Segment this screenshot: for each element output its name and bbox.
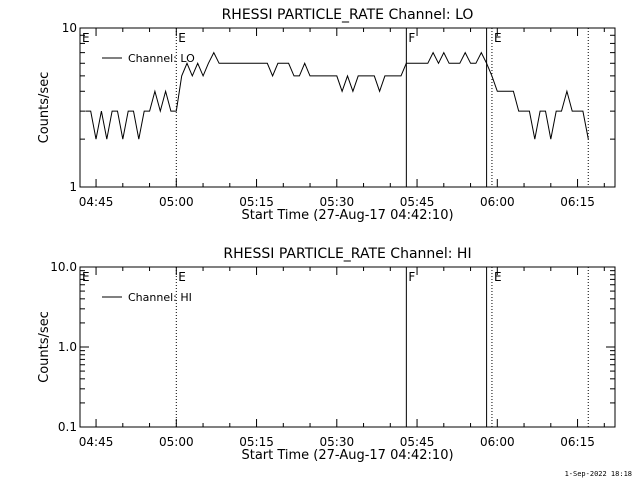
y-tick-label: 10 [62,21,77,35]
x-tick-label: 06:00 [480,435,515,449]
x-axis-label: Start Time (27-Aug-17 04:42:10) [241,448,453,463]
x-tick-label: 04:45 [79,435,114,449]
x-tick-label: 05:00 [159,195,194,209]
event-marker-label: E [178,270,186,284]
event-marker-label: E [178,31,186,45]
y-tick-label: 0.1 [58,420,77,434]
y-axis-label: Counts/sec [37,72,52,144]
x-tick-label: 05:15 [239,435,274,449]
event-marker-label: E [494,31,502,45]
chart-title: RHESSI PARTICLE_RATE Channel: LO [222,7,474,23]
plot-timestamp: 1-Sep-2022 18:18 [564,470,632,478]
x-tick-label: 05:00 [159,435,194,449]
y-tick-label: 10.0 [50,260,77,274]
plot-frame [79,27,616,188]
legend-label: Channel: HI [128,291,192,304]
x-tick-label: 06:15 [560,195,595,209]
y-tick-label: 1 [69,180,77,194]
event-marker-label: E [82,31,90,45]
x-tick-label: 05:30 [320,435,355,449]
event-marker-label: F [408,270,415,284]
x-tick-label: 05:45 [400,195,435,209]
x-tick-label: 05:45 [400,435,435,449]
chart-title: RHESSI PARTICLE_RATE Channel: HI [223,246,471,262]
x-tick-label: 04:45 [79,195,114,209]
x-tick-label: 06:00 [480,195,515,209]
event-marker-label: E [494,270,502,284]
panel-1: RHESSI PARTICLE_RATE Channel: LO 04:45 05:… [37,7,616,223]
y-axis-label: Counts/sec [37,311,52,383]
event-marker-label: E [82,270,90,284]
x-tick-label: 06:15 [560,435,595,449]
x-tick-label: 05:15 [239,195,274,209]
y-tick-label: 1.0 [58,340,77,354]
series-line [85,51,589,140]
event-marker-label: F [408,31,415,45]
x-tick-label: 05:30 [320,195,355,209]
panel-2: RHESSI PARTICLE_RATE Channel: HI 04:45 05:… [37,246,616,463]
x-axis-label: Start Time (27-Aug-17 04:42:10) [241,208,453,223]
legend-label: Channel: LO [128,52,195,65]
